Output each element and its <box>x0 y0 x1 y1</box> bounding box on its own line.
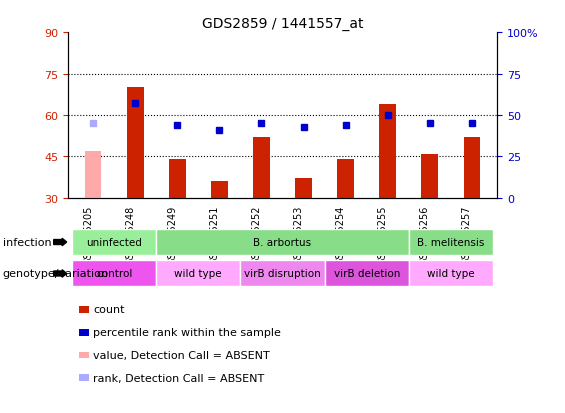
Text: B. melitensis: B. melitensis <box>417 237 485 248</box>
Bar <box>211 182 228 198</box>
Text: virB deletion: virB deletion <box>333 268 400 279</box>
Bar <box>463 138 480 198</box>
Text: GSM155256: GSM155256 <box>420 205 430 264</box>
Text: wild type: wild type <box>175 268 222 279</box>
Bar <box>85 152 102 198</box>
Bar <box>169 160 186 198</box>
FancyBboxPatch shape <box>240 261 325 287</box>
Text: GSM155253: GSM155253 <box>294 205 303 264</box>
Text: control: control <box>96 268 132 279</box>
Bar <box>253 138 270 198</box>
Text: genotype/variation: genotype/variation <box>3 269 109 279</box>
Text: rank, Detection Call = ABSENT: rank, Detection Call = ABSENT <box>93 373 264 383</box>
Title: GDS2859 / 1441557_at: GDS2859 / 1441557_at <box>202 17 363 31</box>
Text: value, Detection Call = ABSENT: value, Detection Call = ABSENT <box>93 350 270 360</box>
Text: GSM155249: GSM155249 <box>167 205 177 264</box>
Text: GSM155255: GSM155255 <box>378 205 388 264</box>
Text: count: count <box>93 305 125 315</box>
Text: percentile rank within the sample: percentile rank within the sample <box>93 328 281 337</box>
Text: B. arbortus: B. arbortus <box>254 237 311 248</box>
Bar <box>337 160 354 198</box>
FancyBboxPatch shape <box>409 230 493 256</box>
Bar <box>127 88 144 198</box>
Text: GSM155205: GSM155205 <box>83 205 93 264</box>
FancyBboxPatch shape <box>409 261 493 287</box>
Text: GSM155252: GSM155252 <box>251 205 262 264</box>
Text: virB disruption: virB disruption <box>244 268 321 279</box>
Text: infection: infection <box>3 237 51 247</box>
Text: wild type: wild type <box>427 268 475 279</box>
FancyBboxPatch shape <box>156 230 409 256</box>
Text: GSM155257: GSM155257 <box>462 205 472 264</box>
Text: GSM155251: GSM155251 <box>210 205 219 264</box>
Bar <box>295 179 312 198</box>
Text: GSM155254: GSM155254 <box>336 205 346 264</box>
Bar <box>379 104 396 198</box>
FancyBboxPatch shape <box>72 230 156 256</box>
Text: GSM155248: GSM155248 <box>125 205 135 264</box>
Text: uninfected: uninfected <box>86 237 142 248</box>
FancyBboxPatch shape <box>156 261 240 287</box>
FancyBboxPatch shape <box>72 261 156 287</box>
Bar <box>421 154 438 198</box>
FancyBboxPatch shape <box>325 261 409 287</box>
